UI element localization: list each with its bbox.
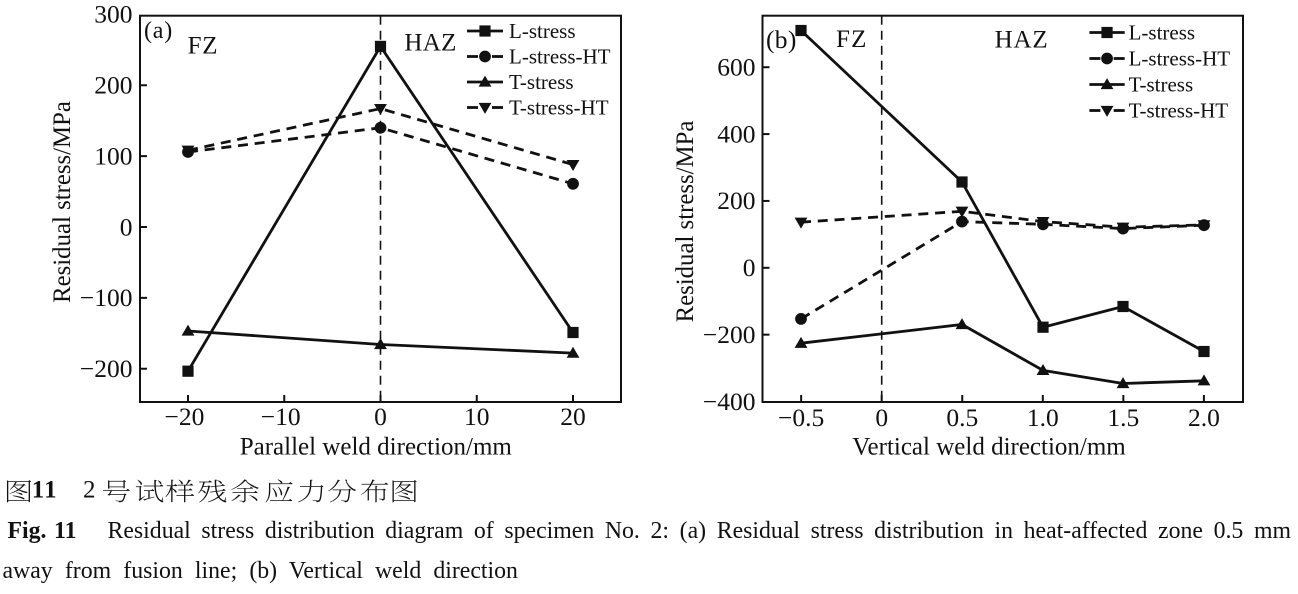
svg-text:T-stress: T-stress [509, 70, 574, 94]
svg-text:2: 2 [83, 477, 96, 504]
svg-text:Vertical weld direction/mm: Vertical weld direction/mm [852, 434, 1126, 461]
svg-text:10: 10 [464, 402, 490, 431]
svg-text:T-stress-HT: T-stress-HT [509, 95, 609, 119]
svg-text:(b): (b) [766, 25, 797, 54]
svg-text:20: 20 [560, 402, 586, 431]
svg-text:−400: −400 [703, 387, 756, 416]
svg-text:−0.5: −0.5 [778, 403, 824, 432]
svg-text:Residual stress/MPa: Residual stress/MPa [672, 121, 699, 323]
svg-text:0: 0 [374, 402, 387, 431]
svg-text:1.0: 1.0 [1027, 403, 1059, 432]
svg-text:1.5: 1.5 [1107, 403, 1139, 432]
svg-text:−20: −20 [165, 402, 205, 431]
svg-text:300: 300 [94, 0, 132, 29]
svg-text:−10: −10 [261, 402, 301, 431]
svg-text:Residual stress/MPa: Residual stress/MPa [49, 101, 76, 303]
svg-text:Parallel weld direction/mm: Parallel weld direction/mm [240, 434, 513, 461]
svg-text:L-stress: L-stress [509, 19, 576, 43]
svg-text:100: 100 [94, 141, 132, 170]
svg-text:FZ: FZ [836, 26, 868, 53]
svg-text:T-stress: T-stress [1129, 72, 1194, 96]
svg-text:L-stress-HT: L-stress-HT [1129, 46, 1231, 70]
svg-text:2.0: 2.0 [1188, 403, 1220, 432]
svg-text:(a): (a) [144, 18, 173, 44]
svg-text:0: 0 [120, 212, 133, 241]
svg-text:400: 400 [717, 119, 755, 148]
svg-text:L-stress-HT: L-stress-HT [509, 44, 611, 68]
svg-text:−200: −200 [80, 354, 133, 383]
svg-text:HAZ: HAZ [404, 29, 456, 56]
svg-text:600: 600 [717, 53, 755, 82]
svg-text:T-stress-HT: T-stress-HT [1129, 98, 1229, 122]
svg-text:−200: −200 [703, 320, 756, 349]
svg-text:200: 200 [717, 186, 755, 215]
svg-text:200: 200 [94, 71, 132, 100]
svg-text:0.5: 0.5 [946, 403, 978, 432]
svg-text:0: 0 [743, 253, 756, 282]
svg-text:HAZ: HAZ [995, 27, 1049, 54]
svg-text:11: 11 [32, 477, 58, 504]
svg-text:0: 0 [875, 403, 888, 432]
svg-text:−100: −100 [80, 283, 133, 312]
svg-text:L-stress: L-stress [1129, 20, 1196, 44]
svg-text:FZ: FZ [188, 33, 219, 60]
